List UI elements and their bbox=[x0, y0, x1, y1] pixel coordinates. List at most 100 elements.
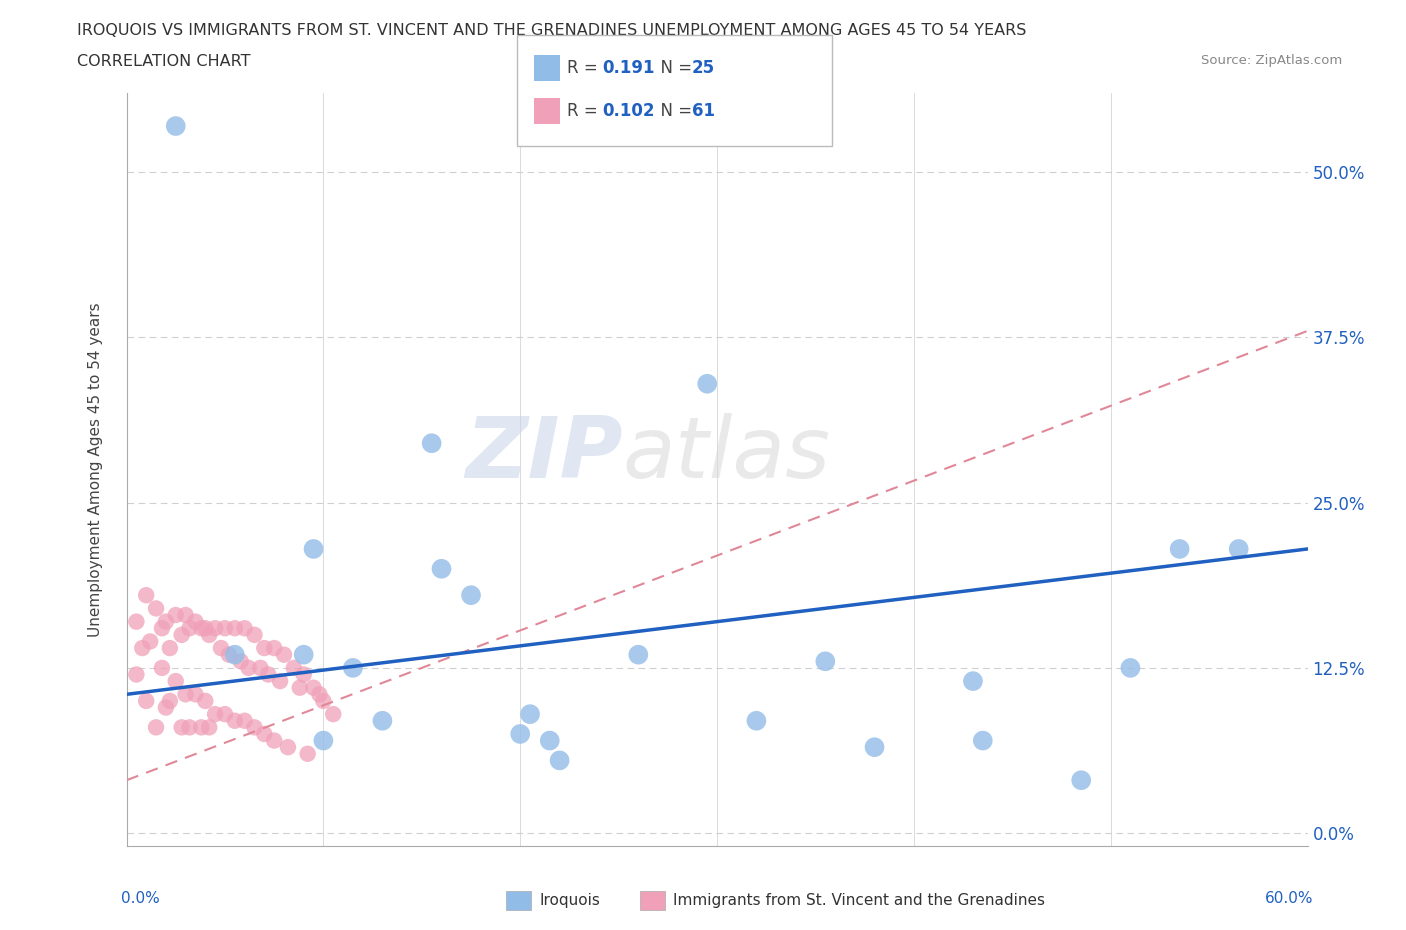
Point bbox=[371, 713, 394, 728]
Text: R =: R = bbox=[567, 59, 603, 77]
Point bbox=[184, 687, 207, 702]
Point bbox=[297, 747, 319, 762]
Point bbox=[204, 621, 226, 636]
Point bbox=[257, 667, 280, 682]
Point bbox=[288, 680, 311, 695]
Point bbox=[460, 588, 482, 603]
Text: atlas: atlas bbox=[623, 413, 831, 496]
Text: 60.0%: 60.0% bbox=[1265, 892, 1313, 907]
Point bbox=[218, 647, 240, 662]
Point bbox=[224, 713, 246, 728]
Point bbox=[190, 621, 212, 636]
Point bbox=[135, 588, 157, 603]
Point bbox=[155, 700, 177, 715]
Point bbox=[302, 680, 325, 695]
Point bbox=[194, 621, 217, 636]
Point bbox=[233, 621, 256, 636]
Point bbox=[150, 621, 173, 636]
Point bbox=[179, 720, 201, 735]
Point bbox=[972, 733, 994, 748]
Point bbox=[170, 720, 193, 735]
Point bbox=[135, 694, 157, 709]
Point bbox=[277, 739, 299, 754]
Point bbox=[814, 654, 837, 669]
Point bbox=[509, 726, 531, 741]
Text: 61: 61 bbox=[692, 101, 714, 120]
Point bbox=[179, 621, 201, 636]
Point bbox=[538, 733, 561, 748]
Point bbox=[184, 614, 207, 629]
Point bbox=[962, 673, 984, 688]
Point bbox=[190, 720, 212, 735]
Point bbox=[312, 694, 335, 709]
Point bbox=[170, 628, 193, 643]
Text: N =: N = bbox=[650, 59, 697, 77]
Text: 0.102: 0.102 bbox=[602, 101, 654, 120]
Point bbox=[243, 628, 266, 643]
Point bbox=[519, 707, 541, 722]
Point bbox=[139, 634, 162, 649]
Text: 0.191: 0.191 bbox=[602, 59, 654, 77]
Point bbox=[233, 713, 256, 728]
Point bbox=[420, 436, 443, 451]
Point bbox=[292, 667, 315, 682]
Text: R =: R = bbox=[567, 101, 603, 120]
Point bbox=[238, 660, 260, 675]
Point bbox=[302, 541, 325, 556]
Point bbox=[125, 667, 148, 682]
Point bbox=[174, 687, 197, 702]
Point bbox=[194, 694, 217, 709]
Text: IROQUOIS VS IMMIGRANTS FROM ST. VINCENT AND THE GRENADINES UNEMPLOYMENT AMONG AG: IROQUOIS VS IMMIGRANTS FROM ST. VINCENT … bbox=[77, 23, 1026, 38]
Point bbox=[253, 726, 276, 741]
Point bbox=[229, 654, 252, 669]
Text: ZIP: ZIP bbox=[465, 413, 623, 496]
Point bbox=[249, 660, 271, 675]
Point bbox=[209, 641, 232, 656]
Point bbox=[1119, 660, 1142, 675]
Point bbox=[155, 614, 177, 629]
Y-axis label: Unemployment Among Ages 45 to 54 years: Unemployment Among Ages 45 to 54 years bbox=[89, 302, 103, 637]
Text: Source: ZipAtlas.com: Source: ZipAtlas.com bbox=[1202, 54, 1343, 67]
Point bbox=[159, 641, 181, 656]
Point bbox=[224, 647, 246, 662]
Point bbox=[548, 753, 571, 768]
Point bbox=[198, 628, 221, 643]
Point bbox=[863, 739, 886, 754]
Point bbox=[224, 621, 246, 636]
Point bbox=[165, 607, 187, 622]
Point bbox=[292, 647, 315, 662]
Point bbox=[312, 733, 335, 748]
Text: N =: N = bbox=[650, 101, 697, 120]
Text: Immigrants from St. Vincent and the Grenadines: Immigrants from St. Vincent and the Gren… bbox=[673, 893, 1046, 908]
Point bbox=[430, 562, 453, 577]
Point bbox=[243, 720, 266, 735]
Text: Iroquois: Iroquois bbox=[540, 893, 600, 908]
Point bbox=[214, 621, 236, 636]
Point bbox=[283, 660, 305, 675]
Point bbox=[1070, 773, 1092, 788]
Point bbox=[165, 673, 187, 688]
Point bbox=[263, 733, 285, 748]
Point bbox=[150, 660, 173, 675]
Text: 25: 25 bbox=[692, 59, 714, 77]
Point bbox=[627, 647, 650, 662]
Point bbox=[263, 641, 285, 656]
Text: 0.0%: 0.0% bbox=[121, 892, 159, 907]
Point bbox=[696, 377, 718, 392]
Point bbox=[1168, 541, 1191, 556]
Text: CORRELATION CHART: CORRELATION CHART bbox=[77, 54, 250, 69]
Point bbox=[1227, 541, 1250, 556]
Point bbox=[745, 713, 768, 728]
Point bbox=[322, 707, 344, 722]
Point bbox=[214, 707, 236, 722]
Point bbox=[165, 119, 187, 134]
Point bbox=[269, 673, 291, 688]
Point bbox=[273, 647, 295, 662]
Point bbox=[145, 720, 167, 735]
Point bbox=[131, 641, 153, 656]
Point bbox=[342, 660, 364, 675]
Point bbox=[145, 601, 167, 616]
Point bbox=[174, 607, 197, 622]
Point bbox=[198, 720, 221, 735]
Point bbox=[125, 614, 148, 629]
